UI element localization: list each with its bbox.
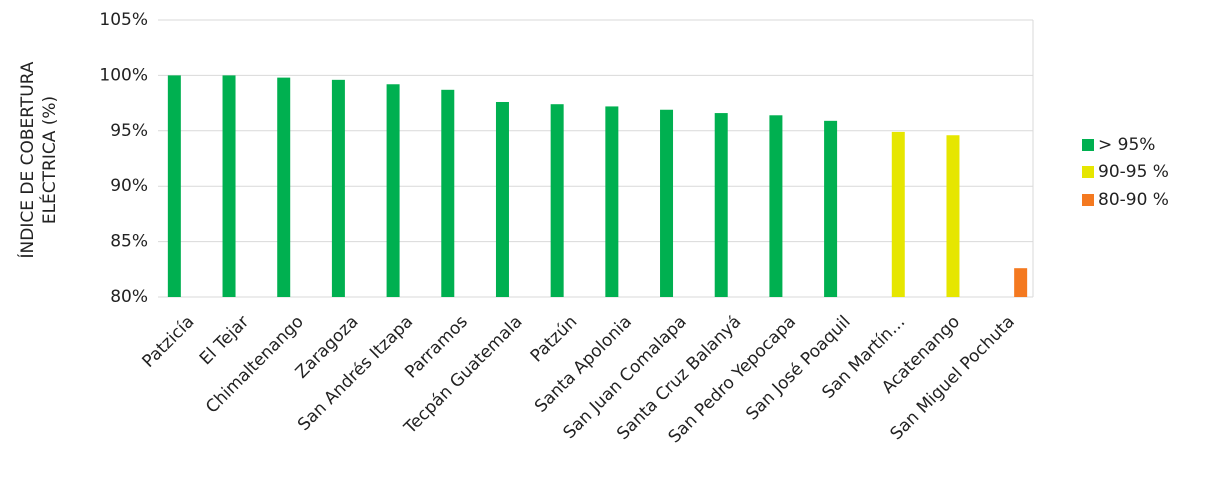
bar [167, 75, 181, 298]
bar [441, 89, 455, 297]
x-tick-label: Santa Apolonia [531, 312, 636, 417]
bar [891, 131, 905, 297]
x-tick-label: Patzún [527, 312, 581, 366]
bar [660, 109, 674, 297]
bar [946, 135, 960, 297]
y-tick-label: 100% [99, 65, 148, 85]
bar [386, 84, 400, 297]
bar [277, 77, 291, 297]
bar [550, 104, 564, 297]
x-tick-label: Chimaltenango [202, 312, 308, 418]
bar [331, 79, 345, 297]
legend-label: > 95% [1098, 135, 1155, 155]
bar [1014, 268, 1028, 297]
y-tick-label: 85% [110, 232, 148, 252]
y-tick-label: 95% [110, 121, 148, 141]
bar [495, 101, 509, 297]
x-tick-label: Patzicía [139, 312, 199, 372]
y-tick-label: 105% [99, 10, 148, 30]
y-axis-label: ELÉCTRICA (%) [38, 96, 60, 224]
bar [714, 113, 728, 298]
legend-swatch [1082, 194, 1094, 206]
y-tick-label: 90% [110, 176, 148, 196]
legend-label: 90-95 % [1098, 162, 1169, 182]
legend-swatch [1082, 166, 1094, 178]
bar [222, 75, 236, 298]
bar [824, 120, 838, 297]
bar [769, 115, 783, 298]
legend-label: 80-90 % [1098, 190, 1169, 210]
y-axis-label: ÍNDICE DE COBERTURA [16, 61, 38, 258]
y-tick-label: 80% [110, 287, 148, 307]
bar [605, 106, 619, 297]
legend-swatch [1082, 139, 1094, 151]
